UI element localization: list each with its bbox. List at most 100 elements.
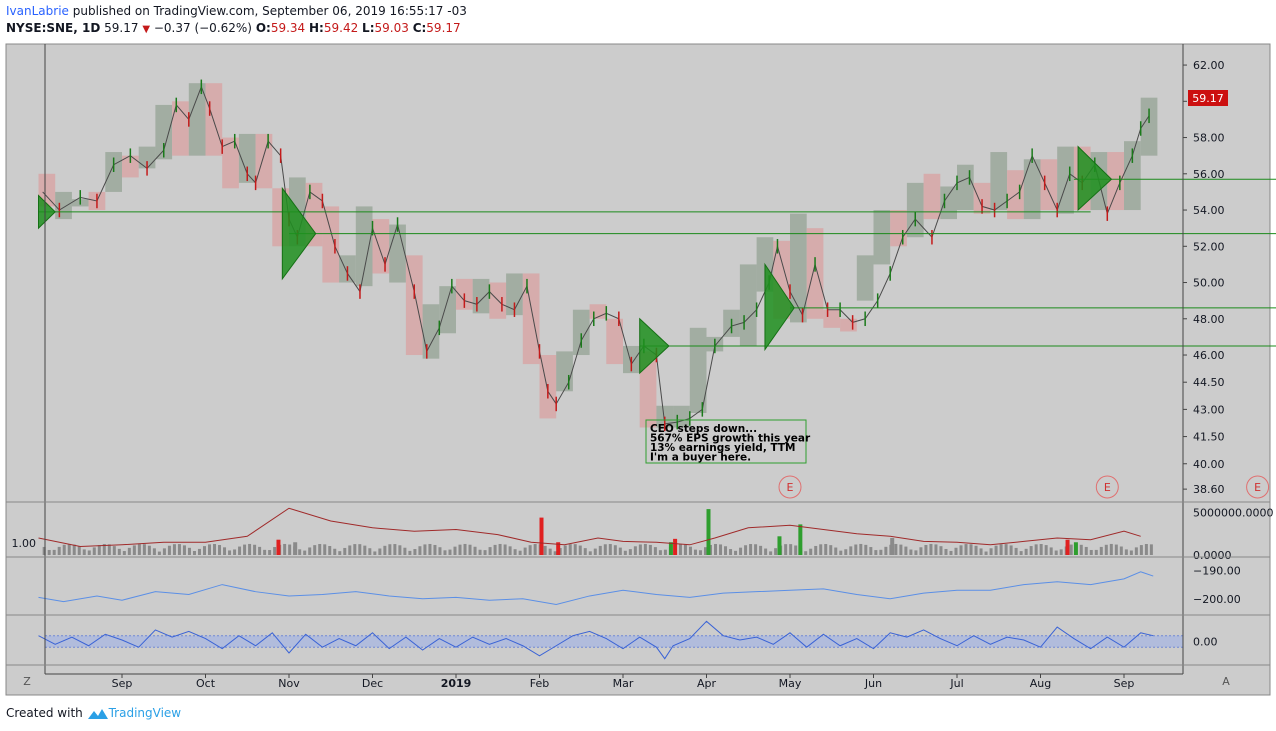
volume-bar — [939, 546, 943, 555]
earnings-marker-icon — [1246, 475, 1270, 499]
auto-scale-button[interactable]: A — [1222, 675, 1230, 688]
annotation-line-1: CEO steps down... — [650, 423, 757, 435]
indicator1-line — [38, 571, 1154, 605]
range-box — [205, 83, 223, 156]
volume-bar — [353, 544, 357, 555]
volume-bar — [488, 547, 492, 555]
volume-bar — [112, 546, 116, 555]
price-tick-label: 41.50 — [1193, 431, 1225, 444]
volume-bar — [62, 544, 66, 555]
price-tick-label: 62.00 — [1193, 59, 1225, 72]
author-link[interactable]: IvanLabrie — [6, 4, 69, 18]
earnings-marker-label: E — [787, 481, 794, 494]
volume-bar — [959, 545, 963, 555]
volume-bar — [87, 550, 91, 555]
volume-bar — [453, 546, 457, 555]
volume-bar — [127, 547, 131, 555]
volume-bar — [598, 545, 602, 555]
volume-bar — [769, 551, 773, 555]
range-box — [138, 146, 156, 169]
volume-bar — [618, 547, 622, 555]
volume-bar — [1059, 549, 1063, 555]
volume-bar — [949, 550, 953, 555]
close-value: 59.17 — [426, 21, 461, 35]
volume-bar — [67, 543, 71, 555]
volume-bar — [1029, 546, 1033, 555]
range-box — [55, 191, 72, 220]
volume-bar — [137, 544, 141, 555]
volume-bar — [1054, 550, 1058, 555]
range-box — [322, 206, 340, 283]
volume-bar — [834, 547, 838, 555]
volume-bar — [653, 547, 657, 555]
volume-bar — [678, 543, 682, 555]
volume-bar — [333, 548, 337, 555]
volume-bar — [719, 544, 723, 555]
range-box — [506, 273, 523, 316]
volume-bar — [233, 549, 237, 555]
volume-bar — [197, 548, 201, 555]
volume-bar — [363, 545, 367, 555]
volume-bar — [438, 547, 442, 555]
volume-bar — [468, 544, 472, 555]
volume-bar — [623, 550, 627, 555]
volume-bar — [844, 549, 848, 555]
last-price: 59.17 — [104, 21, 139, 35]
volume-scale-label: 1.00 — [12, 537, 37, 550]
time-tick-label: Jul — [949, 677, 963, 690]
price-pane: EEEE — [38, 79, 1276, 499]
volume-bar — [553, 551, 557, 555]
volume-bar — [703, 547, 707, 555]
volume-bar — [1139, 545, 1143, 555]
zoom-toggle-button[interactable]: Z — [23, 675, 31, 688]
volume-bar — [172, 544, 176, 555]
volume-bar — [744, 545, 748, 555]
volume-bar — [859, 543, 863, 555]
volume-bar — [162, 548, 166, 555]
volume-spike — [673, 538, 678, 555]
range-box — [1140, 97, 1158, 156]
volume-bar — [929, 543, 933, 555]
price-chart[interactable]: EEEE 5000000.00000.0000 −190.00−200.00 0… — [0, 42, 1276, 698]
volume-bar — [568, 544, 572, 555]
volume-bar — [1049, 547, 1053, 555]
time-tick-label: Dec — [362, 677, 383, 690]
volume-bar — [47, 549, 51, 555]
volume-bar — [288, 544, 292, 555]
range-box — [906, 182, 924, 238]
pattern-triangle — [639, 317, 670, 375]
volume-bar — [102, 543, 106, 555]
volume-axis-label: 0.0000 — [1193, 549, 1232, 562]
volume-average-line — [38, 507, 1141, 548]
price-tick-label: 48.00 — [1193, 313, 1225, 326]
volume-bar — [433, 544, 437, 555]
volume-bar — [543, 545, 547, 555]
tradingview-brand-link[interactable]: TradingView — [108, 706, 182, 720]
volume-bar — [308, 547, 312, 555]
volume-bar — [944, 548, 948, 555]
volume-bar — [974, 545, 978, 555]
volume-bar — [583, 548, 587, 555]
volume-bar — [253, 544, 257, 555]
volume-bar — [478, 549, 482, 555]
volume-bar — [749, 544, 753, 555]
range-box — [639, 351, 657, 428]
range-box — [1124, 141, 1141, 211]
range-box — [890, 210, 907, 247]
axes: 62.0060.0058.0056.0054.0052.0050.0048.00… — [6, 44, 1270, 690]
earnings-marker-icon — [778, 475, 802, 499]
volume-bar — [764, 548, 768, 555]
volume-bar — [323, 544, 327, 555]
volume-bar — [1104, 544, 1108, 555]
range-box — [1023, 159, 1041, 220]
volume-bar — [754, 544, 758, 555]
volume-bar — [368, 548, 372, 555]
volume-bar — [132, 545, 136, 555]
time-tick-label: Jun — [864, 677, 882, 690]
bottom-corners: Z A — [23, 675, 1230, 688]
price-tick-label: 44.50 — [1193, 376, 1225, 389]
volume-bar — [593, 548, 597, 555]
volume-bar — [192, 551, 196, 555]
volume-bar — [1099, 546, 1103, 555]
volume-left-label: 1.00 — [12, 537, 37, 550]
